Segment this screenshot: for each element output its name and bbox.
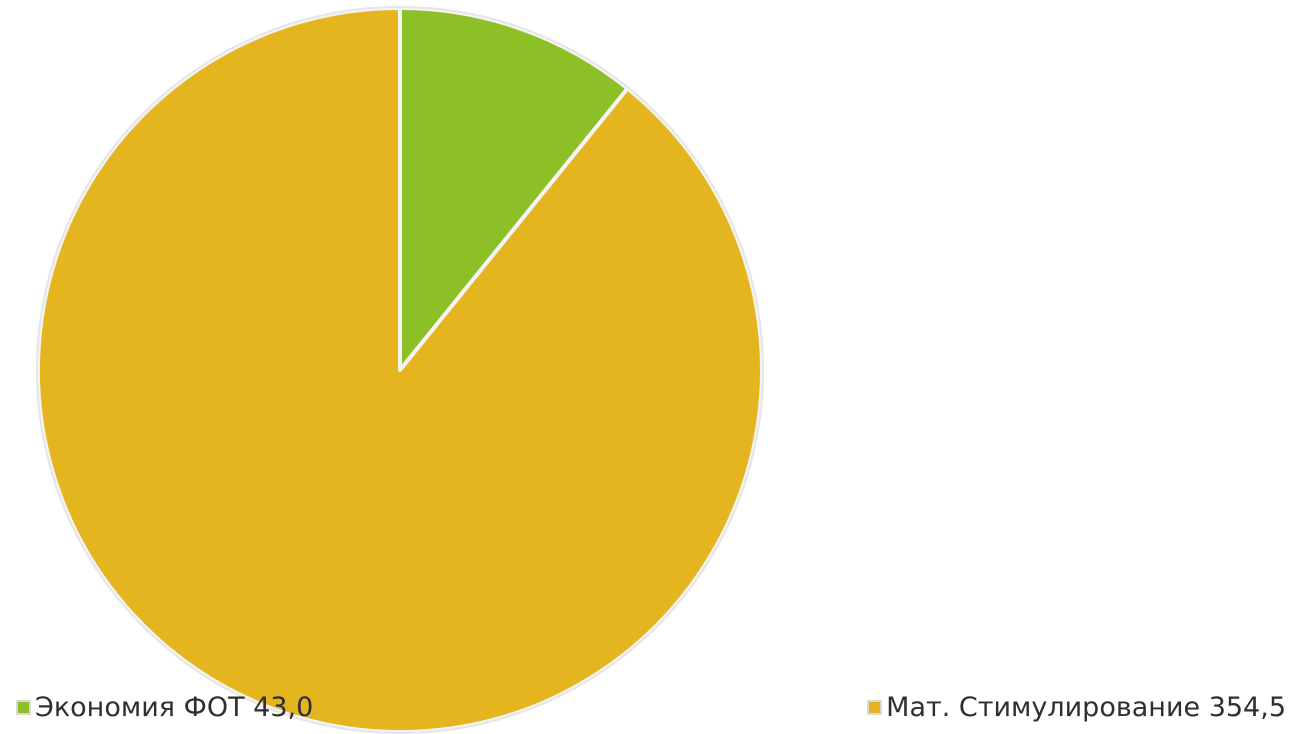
pie-slice-economy: [398, 6, 630, 372]
legend-item-economy: Экономия ФОТ 43,0: [16, 694, 313, 721]
legend-swatch: [867, 700, 883, 715]
pie-slice-stimulation: [36, 6, 764, 734]
legend-label: Экономия ФОТ 43,0: [35, 692, 314, 723]
pie-outline: [36, 6, 764, 734]
legend-swatch: [16, 700, 31, 715]
pie-slices: [36, 6, 764, 734]
legend-label: Мат. Стимулирование 354,5: [886, 692, 1286, 723]
legend-item-stimulation: Мат. Стимулирование 354,5: [867, 694, 1286, 721]
